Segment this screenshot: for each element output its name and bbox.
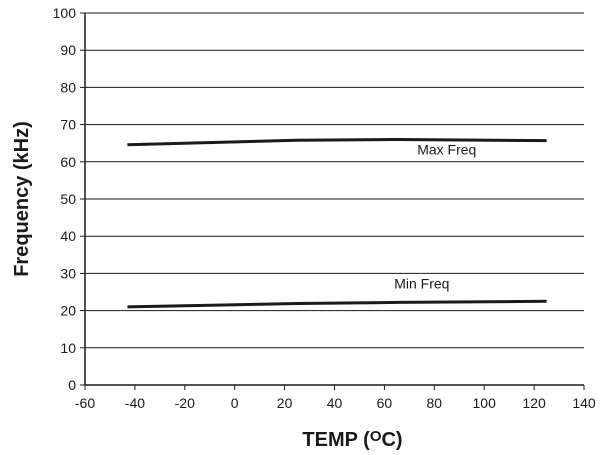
y-tick-label: 90 — [60, 42, 76, 58]
x-tick-label: 60 — [377, 395, 393, 411]
series-label-min-freq: Min Freq — [394, 275, 449, 291]
y-tick-label: 50 — [60, 191, 76, 207]
series-line-max-freq — [127, 138, 547, 147]
x-axis-title: TEMP (OC) — [302, 428, 402, 451]
x-tick-label: 20 — [277, 395, 293, 411]
y-tick-label: 10 — [60, 340, 76, 356]
x-tick-label: 140 — [572, 395, 596, 411]
grid-lines — [85, 12, 584, 349]
x-axis-title-unit: C) — [381, 429, 402, 451]
x-tick-label: 80 — [427, 395, 443, 411]
series-label-max-freq: Max Freq — [417, 141, 476, 157]
y-axis-title: Frequency (kHz) — [11, 121, 33, 277]
series-layer: Max Freq Min Freq — [127, 138, 547, 309]
x-tick-label: 0 — [231, 395, 239, 411]
x-axis-title-degree: O — [370, 428, 382, 445]
tick-labels: 0 10 20 30 40 50 60 70 80 90 100 -60 -40 -20 0 20 40 60 80… — [53, 5, 596, 411]
x-tick-label: 100 — [473, 395, 497, 411]
x-tick-label: -20 — [175, 395, 195, 411]
x-tick-label: -60 — [75, 395, 95, 411]
y-tick-label: 0 — [68, 377, 76, 393]
y-tick-label: 60 — [60, 154, 76, 170]
y-tick-label: 30 — [60, 265, 76, 281]
x-tick-label: -40 — [125, 395, 145, 411]
x-tick-label: 40 — [327, 395, 343, 411]
x-tick-label: 120 — [522, 395, 546, 411]
x-axis-title-text: TEMP ( — [302, 429, 370, 451]
y-tick-label: 70 — [60, 117, 76, 133]
y-tick-label: 20 — [60, 303, 76, 319]
series-line-min-freq — [127, 299, 547, 309]
y-tick-label: 40 — [60, 228, 76, 244]
y-tick-label: 100 — [53, 5, 77, 21]
y-tick-label: 80 — [60, 79, 76, 95]
